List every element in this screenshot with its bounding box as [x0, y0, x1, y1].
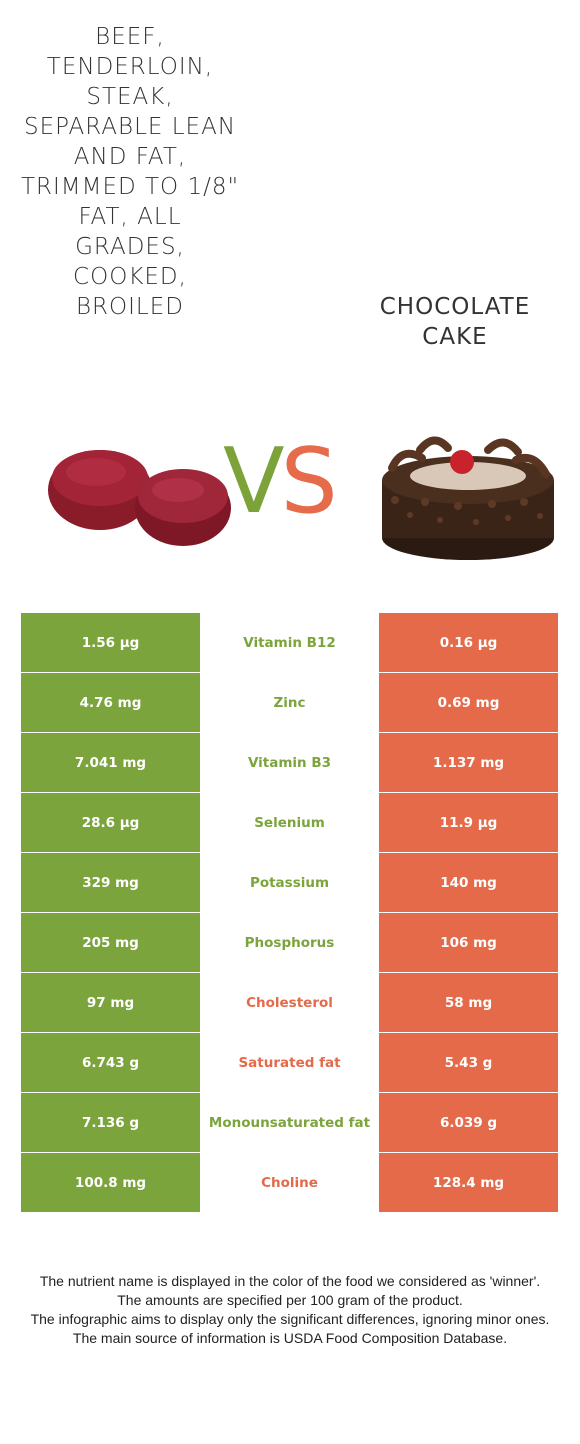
- right-value: 58 mg: [379, 973, 558, 1032]
- left-value: 4.76 mg: [21, 673, 200, 732]
- nutrient-name: Phosphorus: [200, 913, 379, 972]
- chocolate-cake-image: [382, 436, 554, 560]
- nutrient-name: Vitamin B3: [200, 733, 379, 792]
- table-row: 28.6 µg Selenium 11.9 µg: [21, 793, 558, 852]
- right-value: 1.137 mg: [379, 733, 558, 792]
- beef-steak-image: [48, 450, 231, 546]
- left-value: 1.56 µg: [21, 613, 200, 672]
- vs-label: VS: [223, 429, 338, 534]
- footer-line: The nutrient name is displayed in the co…: [39, 1273, 541, 1289]
- left-food-title: BEEF, TENDERLOIN, STEAK, SEPARABLE LEAN …: [20, 24, 240, 320]
- table-row: 7.041 mg Vitamin B3 1.137 mg: [21, 733, 558, 792]
- left-value: 7.136 g: [21, 1093, 200, 1152]
- footer-line: The main source of information is USDA F…: [72, 1330, 508, 1346]
- table-row: 6.743 g Saturated fat 5.43 g: [21, 1033, 558, 1092]
- nutrient-name: Potassium: [200, 853, 379, 912]
- left-value: 97 mg: [21, 973, 200, 1032]
- left-value: 205 mg: [21, 913, 200, 972]
- table-row: 329 mg Potassium 140 mg: [21, 853, 558, 912]
- left-value: 329 mg: [21, 853, 200, 912]
- nutrient-name: Vitamin B12: [200, 613, 379, 672]
- right-value: 106 mg: [379, 913, 558, 972]
- right-value: 0.16 µg: [379, 613, 558, 672]
- footer-line: The infographic aims to display only the…: [30, 1311, 550, 1327]
- nutrient-name: Saturated fat: [200, 1033, 379, 1092]
- right-value: 0.69 mg: [379, 673, 558, 732]
- comparison-table: 1.56 µg Vitamin B12 0.16 µg 4.76 mg Zinc 0.69…: [21, 613, 558, 1213]
- nutrient-name: Cholesterol: [200, 973, 379, 1032]
- nutrient-name: Zinc: [200, 673, 379, 732]
- nutrient-name: Choline: [200, 1153, 379, 1212]
- right-value: 6.039 g: [379, 1093, 558, 1152]
- left-value: 100.8 mg: [21, 1153, 200, 1212]
- vs-s: S: [280, 429, 338, 534]
- vs-v: V: [223, 429, 285, 534]
- right-value: 11.9 µg: [379, 793, 558, 852]
- table-row: 1.56 µg Vitamin B12 0.16 µg: [21, 613, 558, 672]
- nutrient-name: Monounsaturated fat: [200, 1093, 379, 1152]
- hero-images: [48, 436, 554, 560]
- table-row: 4.76 mg Zinc 0.69 mg: [21, 673, 558, 732]
- right-food-title: CHOCOLATE CAKE: [379, 294, 531, 350]
- nutrient-name: Selenium: [200, 793, 379, 852]
- table-row: 7.136 g Monounsaturated fat 6.039 g: [21, 1093, 558, 1152]
- table-row: 205 mg Phosphorus 106 mg: [21, 913, 558, 972]
- table-row: 97 mg Cholesterol 58 mg: [21, 973, 558, 1032]
- table-row: 100.8 mg Choline 128.4 mg: [21, 1153, 558, 1212]
- right-value: 5.43 g: [379, 1033, 558, 1092]
- right-value: 128.4 mg: [379, 1153, 558, 1212]
- left-value: 7.041 mg: [21, 733, 200, 792]
- footer-line: The amounts are specified per 100 gram o…: [117, 1292, 463, 1308]
- left-value: 28.6 µg: [21, 793, 200, 852]
- footer-notes: The nutrient name is displayed in the co…: [30, 1272, 550, 1348]
- left-value: 6.743 g: [21, 1033, 200, 1092]
- right-value: 140 mg: [379, 853, 558, 912]
